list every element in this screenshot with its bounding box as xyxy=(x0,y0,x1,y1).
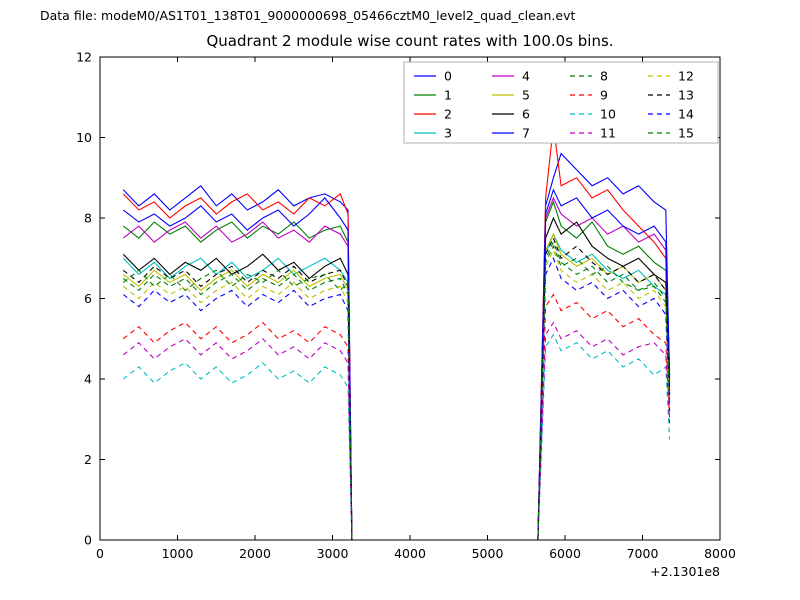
x-tick-label: 0 xyxy=(96,546,104,561)
legend-label-14: 14 xyxy=(678,107,694,122)
series-line-14 xyxy=(122,256,671,541)
series-line-12 xyxy=(122,248,671,541)
legend-label-2: 2 xyxy=(444,107,452,122)
series-line-4 xyxy=(122,196,671,541)
legend-label-11: 11 xyxy=(600,126,616,141)
x-tick-label: 6000 xyxy=(549,546,581,561)
x-tick-label: 8000 xyxy=(704,546,736,561)
y-tick-label: 4 xyxy=(84,372,92,387)
legend-label-9: 9 xyxy=(600,88,608,103)
legend-label-1: 1 xyxy=(444,88,452,103)
y-tick-label: 2 xyxy=(84,452,92,467)
y-tick-label: 12 xyxy=(76,50,92,65)
legend-label-12: 12 xyxy=(678,69,694,84)
legend-label-6: 6 xyxy=(522,107,530,122)
legend-label-15: 15 xyxy=(678,126,694,141)
legend-label-4: 4 xyxy=(522,69,530,84)
series-line-0 xyxy=(122,152,671,541)
x-tick-label: 7000 xyxy=(627,546,659,561)
x-tick-label: 1000 xyxy=(162,546,194,561)
series-line-6 xyxy=(122,216,671,541)
legend-label-7: 7 xyxy=(522,126,530,141)
x-tick-label: 5000 xyxy=(472,546,504,561)
series-line-2 xyxy=(122,125,671,541)
legend-label-5: 5 xyxy=(522,88,530,103)
series-line-3 xyxy=(122,232,671,541)
x-tick-label: 3000 xyxy=(317,546,349,561)
legend-label-0: 0 xyxy=(444,69,452,84)
y-tick-label: 0 xyxy=(84,533,92,548)
legend-label-3: 3 xyxy=(444,126,452,141)
series-line-9 xyxy=(122,293,671,541)
datafile-header: Data file: modeM0/AS1T01_138T01_90000006… xyxy=(40,8,576,23)
series-line-11 xyxy=(122,321,671,541)
series-line-8 xyxy=(122,240,671,541)
y-tick-label: 10 xyxy=(76,130,92,145)
series-line-13 xyxy=(122,236,671,541)
x-axis-offset-label: +2.1301e8 xyxy=(650,564,720,579)
series-line-15 xyxy=(122,244,671,541)
y-tick-label: 6 xyxy=(84,291,92,306)
x-tick-label: 2000 xyxy=(239,546,271,561)
legend-box xyxy=(403,61,719,144)
series-line-10 xyxy=(122,333,671,541)
legend-label-8: 8 xyxy=(600,69,608,84)
legend-label-10: 10 xyxy=(600,107,616,122)
series-line-1 xyxy=(122,200,671,541)
x-tick-label: 4000 xyxy=(394,546,426,561)
series-line-7 xyxy=(122,188,671,541)
legend-label-13: 13 xyxy=(678,88,694,103)
series-line-5 xyxy=(122,232,671,541)
y-tick-label: 8 xyxy=(84,211,92,226)
chart-title: Quadrant 2 module wise count rates with … xyxy=(206,32,614,50)
